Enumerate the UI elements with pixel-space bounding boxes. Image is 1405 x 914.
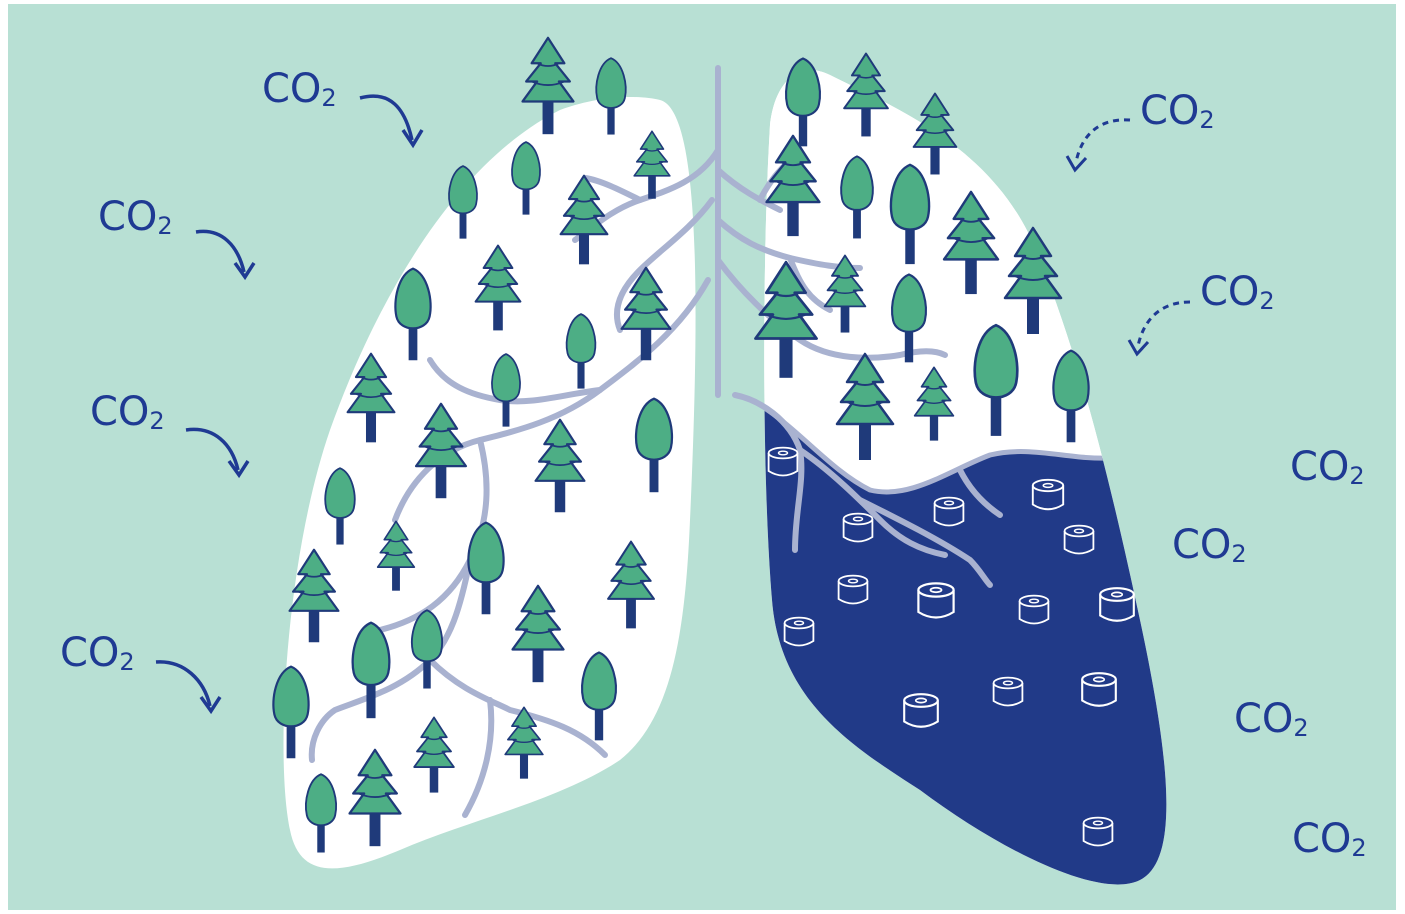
solid-arrow-icon [195,229,246,273]
co2-mark-right-1: CO2 [1065,88,1215,173]
co2-mark-right-2: CO2 [1127,269,1275,357]
solid-arrow-icon [155,660,212,707]
svg-text:CO2: CO2 [90,389,165,435]
co2-labels: CO2 CO2 CO2 CO2 CO2 CO2 [60,66,1367,862]
svg-text:CO2: CO2 [1234,696,1309,742]
co2-mark-right-6: CO2 [1292,816,1367,862]
co2-mark-left-2: CO2 [98,194,256,281]
co2-subscript: 2 [321,84,336,112]
svg-text:CO2: CO2 [1200,269,1275,315]
svg-text:CO2: CO2 [1292,816,1367,862]
co2-mark-right-5: CO2 [1234,696,1309,742]
co2-mark-left-1: CO2 [262,66,424,149]
svg-text:CO2: CO2 [1140,88,1215,134]
co2-text: CO [262,66,321,112]
co2-mark-left-4: CO2 [60,630,222,715]
solid-arrow-icon [185,427,240,471]
svg-text:CO2: CO2 [98,194,173,240]
svg-text:CO2: CO2 [262,66,337,112]
solid-arrow-icon [359,94,414,141]
svg-text:CO2: CO2 [1290,444,1365,490]
background [8,4,1396,910]
co2-mark-right-3: CO2 [1290,444,1365,490]
co2-mark-right-4: CO2 [1172,522,1247,568]
co2-mark-left-3: CO2 [90,389,250,479]
svg-text:CO2: CO2 [1172,522,1247,568]
dashed-arrow-icon [1074,118,1131,163]
dashed-arrow-icon [1136,300,1191,347]
bronchi [308,65,1003,818]
svg-text:CO2: CO2 [60,630,135,676]
